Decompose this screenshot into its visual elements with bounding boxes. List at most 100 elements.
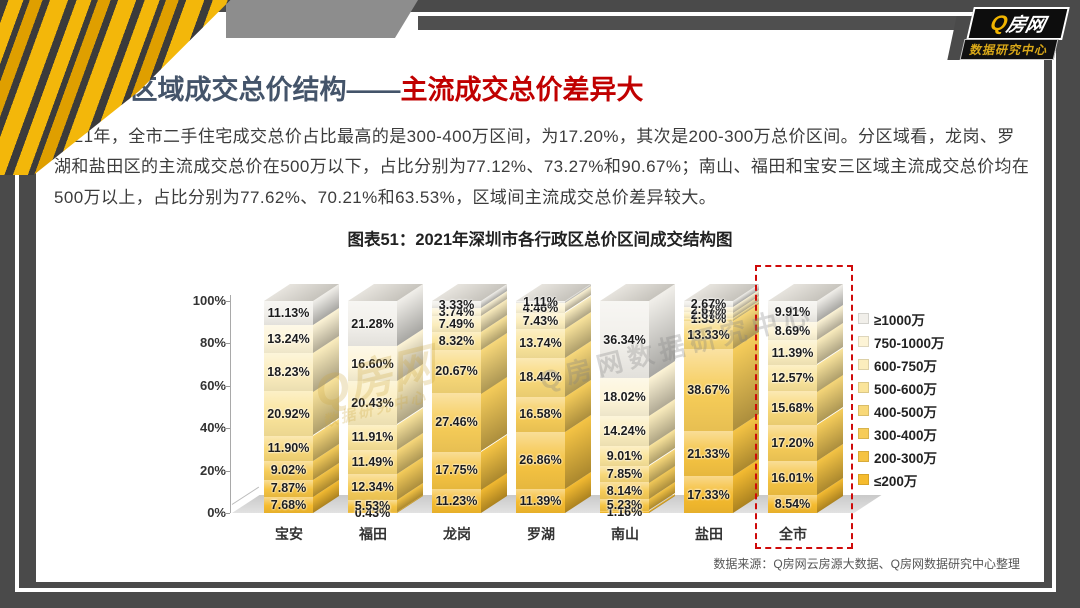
legend-label: 600-750万	[874, 358, 938, 374]
bar-segment-value: 11.39%	[519, 493, 562, 508]
bar-segment-value: 11.49%	[351, 455, 394, 470]
legend-label: ≥1000万	[874, 312, 925, 328]
brand-logo-subtitle: 数据研究中心	[968, 43, 1050, 57]
bar-segment: 7.85%	[600, 465, 649, 483]
frame-line-bottom	[15, 588, 1056, 592]
bar-segment-value: 11.91%	[351, 430, 394, 445]
bar-segment-value: 2.67%	[690, 296, 727, 311]
bar-segment: 15.68%	[768, 391, 817, 425]
bar-segment: 18.02%	[600, 378, 649, 417]
legend-swatch	[858, 313, 869, 324]
y-tick-label: 20%	[199, 462, 226, 478]
bar-segment: 27.46%	[432, 393, 481, 452]
legend-swatch	[858, 474, 869, 485]
bar-segment-value: 9.01%	[606, 449, 643, 464]
bar-segment-value: 21.33%	[687, 446, 730, 461]
bar-segment-value: 21.28%	[351, 316, 394, 331]
legend-item: 300-400万	[858, 422, 945, 445]
frame-line-right	[1052, 12, 1056, 592]
y-tick-label: 40%	[199, 420, 226, 436]
brand-logo-subtitle-box: 数据研究中心	[959, 39, 1059, 60]
bar-宝安: 7.68% 7.87% 9.02% 11.90% 20.92% 18.23% 13.24% 1…	[264, 284, 339, 513]
bar-segment: 16.58%	[516, 396, 565, 432]
legend-label: 500-600万	[874, 381, 938, 397]
bar-segment: 36.34%	[600, 301, 649, 379]
x-category-label: 南山	[611, 526, 639, 542]
bar-segment: 9.01%	[600, 446, 649, 466]
legend-item: 200-300万	[858, 445, 945, 468]
bar-segment: 3.33%	[432, 298, 481, 312]
bar-segment: 7.87%	[264, 480, 313, 497]
bar-segment: 17.33%	[684, 476, 733, 513]
legend-item: 500-600万	[858, 376, 945, 399]
bar-福田: 0.43% 5.53% 12.34% 11.49% 11.91% 20.43% 16.60%…	[348, 283, 423, 520]
highlight-dashed-box	[755, 265, 853, 549]
bar-segment-value: 3.33%	[438, 297, 475, 312]
bar-全市: 8.54% 16.01% 17.20% 15.68% 12.57% 11.39% 8.69%…	[768, 284, 843, 513]
bar-segment-value: 17.20%	[771, 435, 814, 450]
bar-segment-value: 11.39%	[771, 345, 814, 360]
legend-label: 400-500万	[874, 404, 938, 420]
bar-segment-value: 20.43%	[351, 395, 394, 410]
brand-logo-text: 房网	[1004, 15, 1048, 36]
bar-segment-value: 1.33%	[690, 312, 727, 327]
bar-segment: 7.68%	[264, 496, 313, 513]
bar-segment-value: 13.33%	[687, 327, 730, 342]
legend-label: ≤200万	[874, 473, 918, 489]
bar-segment-value: 11.23%	[435, 494, 478, 509]
bar-segment-value: 8.14%	[606, 483, 643, 498]
bar-segment-value: 16.58%	[519, 407, 562, 422]
bar-segment: 2.67%	[684, 303, 733, 317]
bar-segment-value: 7.68%	[270, 497, 307, 512]
x-category-label: 盐田	[695, 526, 723, 542]
bar-segment-value: 9.02%	[270, 463, 307, 478]
bar-segment-value: 12.34%	[351, 480, 394, 495]
summary-paragraph: 2021年，全市二手住宅成交总价占比最高的是300-400万区间，为17.20%…	[54, 127, 1030, 207]
page-title-red: 主流成交总价差异大	[400, 75, 644, 105]
bar-segment-value: 16.01%	[771, 470, 814, 485]
bar-segment-value: 1.16%	[606, 504, 643, 519]
bar-segment: 11.23%	[432, 489, 481, 513]
bar-segment: 16.60%	[348, 346, 397, 382]
bar-segment-value: 16.60%	[351, 356, 394, 371]
chart-title: 图表51：2021年深圳市各行政区总价区间成交结构图	[347, 231, 733, 249]
bar-segment-value: 18.44%	[519, 370, 562, 385]
bar-segment: 26.86%	[516, 431, 565, 489]
y-tick-mark	[224, 470, 230, 472]
bar-segment-value: 27.46%	[435, 415, 478, 430]
bar-segment-value: 15.68%	[771, 400, 814, 415]
bar-segment: 12.57%	[768, 364, 817, 392]
bar-segment-value: 7.43%	[522, 313, 559, 328]
legend-swatch	[858, 382, 869, 393]
x-category-label: 罗湖	[527, 526, 555, 542]
bar-segment: 11.39%	[768, 340, 817, 365]
y-tick-mark	[224, 428, 230, 430]
frame-line-left	[15, 40, 19, 592]
legend-item: 750-1000万	[858, 330, 945, 353]
legend-item: ≥1000万	[858, 307, 945, 330]
y-tick-label: 80%	[199, 335, 226, 351]
bar-segment-value: 20.67%	[435, 364, 478, 379]
bar-segment-value: 8.69%	[774, 324, 811, 339]
bar-segment: 11.49%	[348, 449, 397, 475]
bar-segment: 3.74%	[432, 305, 481, 319]
bar-segment-value: 8.32%	[438, 333, 475, 348]
legend-swatch	[858, 405, 869, 416]
brand-logo: Q 房网	[966, 7, 1070, 40]
legend-label: 300-400万	[874, 427, 938, 443]
bar-segment-value: 5.53%	[354, 499, 391, 514]
x-category-label: 福田	[359, 526, 387, 542]
bar-segment: 11.91%	[348, 424, 397, 450]
bar-segment: 38.67%	[684, 349, 733, 432]
bar-segment: 17.20%	[768, 424, 817, 461]
legend-swatch	[858, 428, 869, 439]
chart-legend: ≥1000万 750-1000万 600-750万 500-600万 400-500万 3…	[858, 307, 945, 491]
legend-item: 400-500万	[858, 399, 945, 422]
bar-segment: 1.11%	[516, 295, 565, 309]
bar-segment: 16.01%	[768, 460, 817, 495]
y-tick-label: 100%	[192, 293, 226, 308]
bar-segment-value: 7.85%	[606, 466, 643, 481]
bar-segment: 4.46%	[516, 301, 565, 315]
y-tick-label: 60%	[199, 377, 226, 393]
